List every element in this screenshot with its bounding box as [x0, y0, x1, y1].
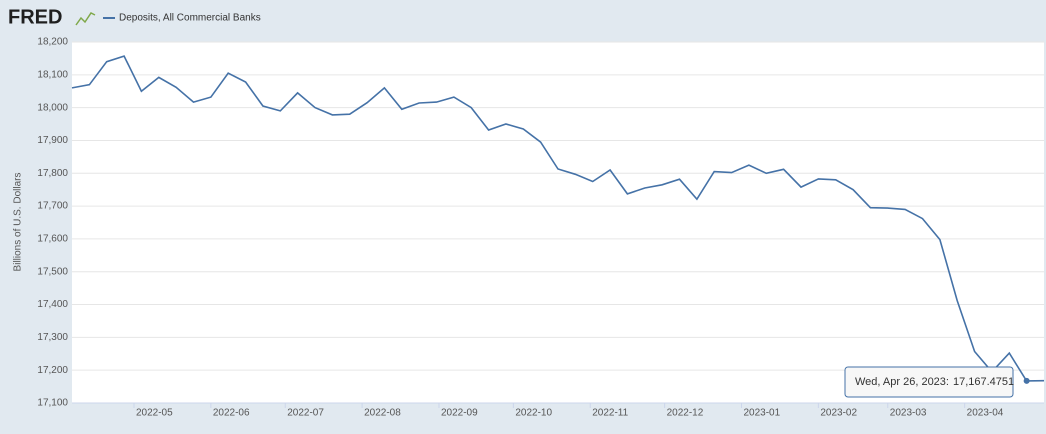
y-tick-label: 18,200 [37, 37, 68, 48]
legend-label: Deposits, All Commercial Banks [119, 13, 261, 24]
y-tick-label: 17,700 [37, 201, 68, 212]
tooltip: Wed, Apr 26, 2023: 17,167.4751 [844, 366, 1014, 398]
y-tick-label: 17,500 [37, 266, 68, 277]
y-tick-label: 17,400 [37, 299, 68, 310]
y-tick-label: 17,200 [37, 365, 68, 376]
x-tick-label: 2022-07 [287, 408, 324, 419]
series-line [71, 55, 1045, 382]
brand-icon [75, 12, 96, 26]
y-tick-label: 18,000 [37, 102, 68, 113]
x-tick-label: 2022-12 [667, 408, 704, 419]
x-tick-label: 2023-04 [967, 408, 1004, 419]
tooltip-date: Wed, Apr 26, 2023: [855, 376, 949, 388]
y-axis-title: Billions of U.S. Dollars [13, 173, 24, 272]
y-tick-label: 17,100 [37, 398, 68, 409]
x-tick-label: 2022-08 [364, 408, 401, 419]
x-tick-label: 2022-06 [213, 408, 250, 419]
brand: FRED [8, 6, 62, 28]
x-tick-label: 2023-03 [890, 408, 927, 419]
y-tick-label: 17,800 [37, 168, 68, 179]
x-tick-label: 2022-10 [515, 408, 552, 419]
y-tick-label: 17,300 [37, 332, 68, 343]
x-tick-label: 2022-11 [592, 408, 628, 419]
y-tick-label: 18,100 [37, 69, 68, 80]
y-tick-label: 17,900 [37, 135, 68, 146]
x-tick-label: 2023-01 [743, 408, 780, 419]
tooltip-text: Wed, Apr 26, 2023: 17,167.4751 [855, 376, 1014, 388]
x-tick-label: 2023-02 [820, 408, 857, 419]
highlight-point [1023, 377, 1030, 384]
tooltip-box [844, 366, 1014, 398]
y-tick-label: 17,600 [37, 234, 68, 245]
tooltip-value: 17,167.4751 [953, 376, 1014, 388]
plot-area [72, 42, 1044, 403]
x-tick-label: 2022-09 [441, 408, 478, 419]
x-tick-label: 2022-05 [136, 408, 173, 419]
